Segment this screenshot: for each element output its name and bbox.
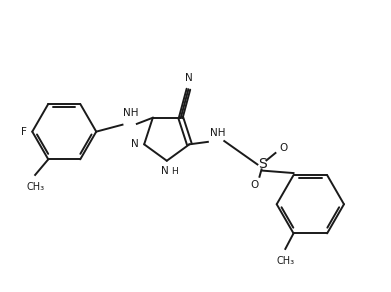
Text: N: N	[185, 74, 192, 84]
Text: F: F	[22, 127, 27, 137]
Text: NH: NH	[210, 128, 225, 138]
Text: H: H	[171, 166, 178, 175]
Text: NH: NH	[122, 108, 138, 118]
Text: N: N	[161, 166, 169, 176]
Text: N: N	[131, 138, 139, 149]
Text: O: O	[280, 143, 288, 153]
Text: CH₃: CH₃	[26, 182, 44, 192]
Text: CH₃: CH₃	[276, 256, 294, 265]
Text: O: O	[251, 180, 259, 190]
Text: S: S	[258, 157, 267, 171]
